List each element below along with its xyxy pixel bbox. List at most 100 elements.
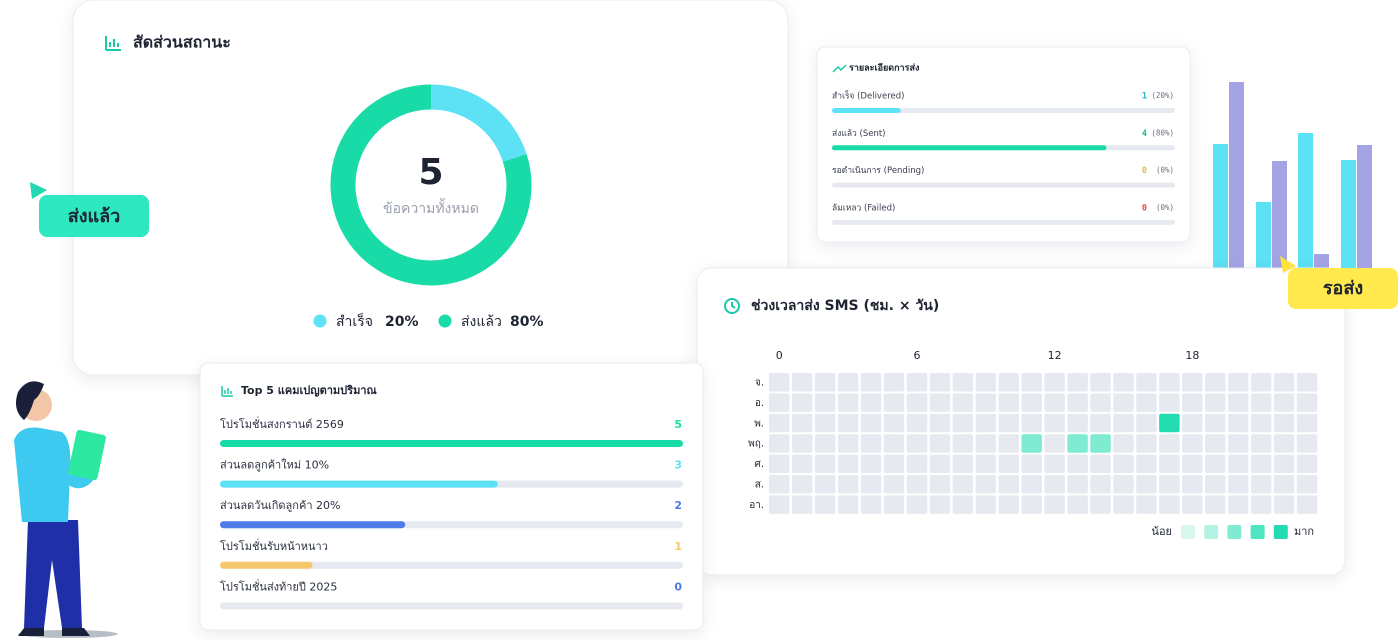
legend-swatch xyxy=(438,314,452,328)
heat-cell xyxy=(791,454,813,474)
badge-label: รอส่ง xyxy=(1323,278,1363,299)
heat-cell xyxy=(1296,434,1318,453)
heat-cell xyxy=(1205,434,1226,453)
heat-cell xyxy=(837,454,859,474)
heat-cell xyxy=(1182,393,1203,412)
heat-cell xyxy=(837,434,859,453)
heat-cell xyxy=(952,373,974,392)
campaign-bar xyxy=(220,480,498,488)
campaign-name: โปรโมชั่นส่งท้ายปี 2025 xyxy=(220,578,337,593)
heat-cell xyxy=(1067,393,1088,412)
badge xyxy=(39,195,149,237)
campaign-bar xyxy=(220,561,313,569)
heat-cell xyxy=(883,434,905,453)
heat-cell xyxy=(1113,434,1134,453)
heat-cell xyxy=(1228,373,1249,392)
badge xyxy=(1288,268,1398,309)
heat-cell xyxy=(998,393,1019,412)
x-tick-label: 6 xyxy=(913,349,920,362)
card-title: สัดส่วนสถานะ xyxy=(133,33,231,52)
heat-cell xyxy=(837,393,859,412)
heat-cell xyxy=(814,393,836,412)
badge-pointer xyxy=(30,182,47,199)
y-tick-label: ส. xyxy=(755,480,764,491)
chart-icon xyxy=(221,386,233,397)
heat-cell xyxy=(1021,373,1042,392)
legend-swatch xyxy=(1273,525,1288,539)
heat-cell xyxy=(1090,393,1111,412)
heat-cell xyxy=(860,393,882,412)
heat-cell xyxy=(998,434,1019,453)
total-label: ข้อความทั้งหมด xyxy=(383,198,479,217)
heat-cell xyxy=(952,495,974,514)
heat-cell xyxy=(769,475,790,494)
heat-cell xyxy=(1044,393,1065,412)
heat-cell xyxy=(814,454,836,474)
heat-cell xyxy=(1090,454,1111,474)
heat-cell xyxy=(837,475,859,494)
heat-cell xyxy=(1067,495,1088,514)
heat-cell xyxy=(1205,393,1226,412)
heat-cell xyxy=(1159,413,1180,433)
heat-cell xyxy=(952,454,974,474)
heat-cell xyxy=(1044,413,1065,433)
heat-cell xyxy=(1044,373,1065,392)
row-percent: (80%) xyxy=(1151,128,1174,137)
heat-cell xyxy=(1228,413,1249,433)
heat-cell xyxy=(1296,393,1318,412)
deco-bar xyxy=(1298,133,1313,268)
heat-cell xyxy=(1205,373,1226,392)
heat-cell xyxy=(1159,373,1180,392)
heat-cell xyxy=(975,373,997,392)
legend-label: ส่งแล้ว xyxy=(461,314,502,330)
heat-cell xyxy=(1159,434,1180,453)
row-percent: (0%) xyxy=(1156,203,1174,212)
heat-cell xyxy=(1296,475,1318,494)
heat-cell xyxy=(837,413,859,433)
campaign-list: โปรโมชั่นสงกรานต์ 2569 5 ส่วนลดลูกค้าใหม่ … xyxy=(220,416,683,610)
y-tick-label: ศ. xyxy=(754,459,764,470)
heat-cell xyxy=(769,413,790,433)
heat-cell xyxy=(929,393,951,412)
card-title: Top 5 แคมเปญตามปริมาณ xyxy=(241,384,377,397)
track xyxy=(220,602,683,610)
heat-cell xyxy=(791,373,813,392)
heat-cell xyxy=(1021,495,1042,514)
heat-cell xyxy=(1296,373,1318,392)
x-tick-label: 18 xyxy=(1185,349,1199,362)
heat-cell xyxy=(1021,434,1042,453)
donut-chart xyxy=(330,84,532,286)
heat-cell xyxy=(929,373,951,392)
heat-cell xyxy=(1273,434,1295,453)
heat-cell xyxy=(1273,373,1295,392)
heat-cell xyxy=(1136,373,1157,392)
heat-cell xyxy=(1296,454,1318,474)
heat-cell xyxy=(1113,454,1134,474)
badge-label: ส่งแล้ว xyxy=(68,206,121,227)
heat-cell xyxy=(975,475,997,494)
heat-cell xyxy=(860,434,882,453)
heat-cell xyxy=(1067,454,1088,474)
campaign-count: 1 xyxy=(674,540,682,553)
legend-swatch xyxy=(313,314,327,328)
row-label: ส่งแล้ว (Sent) xyxy=(832,128,885,139)
y-tick-label: พ. xyxy=(754,418,764,429)
heat-cell xyxy=(814,413,836,433)
row-count: 4 xyxy=(1142,129,1147,139)
heat-cell xyxy=(1250,393,1272,412)
heat-cell xyxy=(1250,475,1272,494)
heat-cell xyxy=(1228,495,1249,514)
legend-swatch xyxy=(1250,525,1265,539)
row-label: สำเร็จ (Delivered) xyxy=(832,90,904,102)
heat-cell xyxy=(952,393,974,412)
heat-cell xyxy=(929,413,951,433)
heat-cell xyxy=(791,495,813,514)
heat-cell xyxy=(906,454,928,474)
row-count: 0 xyxy=(1142,203,1147,213)
heat-cell xyxy=(1250,413,1272,433)
heat-cell xyxy=(860,413,882,433)
heat-cell xyxy=(1136,454,1157,474)
card-title: ช่วงเวลาส่ง SMS (ชม. × วัน) xyxy=(751,298,939,314)
heat-cell xyxy=(929,495,951,514)
